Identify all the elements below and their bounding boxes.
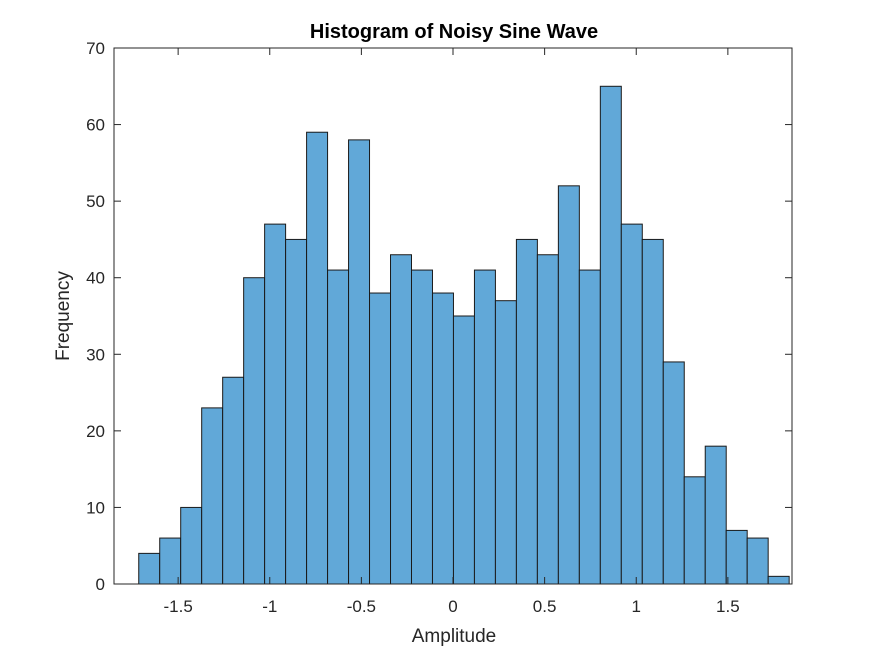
y-tick-label: 70 <box>86 39 105 58</box>
histogram-bar <box>390 254 412 585</box>
histogram-bar <box>599 85 622 585</box>
histogram-bar <box>306 131 329 585</box>
y-tick-label: 30 <box>86 345 105 364</box>
y-tick-label: 0 <box>96 575 105 594</box>
histogram-bar <box>536 254 559 585</box>
x-tick-label: 0.5 <box>533 597 557 616</box>
histogram-bar <box>767 575 790 585</box>
histogram-bar <box>578 269 601 585</box>
chart-title: Histogram of Noisy Sine Wave <box>310 21 598 43</box>
histogram-bar <box>704 445 727 585</box>
x-tick-label: 1 <box>632 597 641 616</box>
histogram-bar <box>683 476 706 585</box>
histogram-bar <box>452 315 475 585</box>
histogram-bar <box>159 537 182 585</box>
y-axis-ticks: 0 10 20 30 40 50 60 70 <box>86 39 792 594</box>
histogram-bar <box>264 223 287 585</box>
y-tick-label: 40 <box>86 269 105 288</box>
histogram-bar <box>138 552 161 585</box>
histogram-bar <box>746 537 769 585</box>
histogram-bar <box>620 223 643 585</box>
histogram-bar <box>327 269 350 585</box>
histogram-bar <box>662 361 685 585</box>
histogram-bar <box>515 238 538 585</box>
y-tick-label: 60 <box>86 116 105 135</box>
x-axis-label: Amplitude <box>412 626 497 647</box>
x-tick-label: -1.5 <box>163 597 192 616</box>
histogram-bar <box>494 300 517 585</box>
histogram-bar <box>369 292 392 585</box>
histogram-bar <box>473 269 496 585</box>
histogram-bar <box>641 238 664 585</box>
histogram-bar <box>285 238 308 585</box>
histogram-bar <box>243 277 266 585</box>
x-tick-label: 1.5 <box>716 597 740 616</box>
histogram-bar <box>431 292 454 585</box>
y-tick-label: 50 <box>86 192 105 211</box>
x-tick-label: -0.5 <box>347 597 376 616</box>
x-tick-label: 0 <box>448 597 457 616</box>
bars-group <box>138 85 790 585</box>
histogram-bar <box>180 506 203 585</box>
histogram-bar <box>348 139 371 585</box>
histogram-bar <box>222 376 245 585</box>
x-axis-ticks: -1.5 -1 -0.5 0 0.5 1 1.5 <box>163 48 740 616</box>
histogram-bar <box>557 185 580 585</box>
histogram-bar <box>725 529 748 585</box>
y-tick-label: 10 <box>86 498 105 517</box>
histogram-bar <box>201 407 224 585</box>
y-tick-label: 20 <box>86 422 105 441</box>
x-tick-label: -1 <box>262 597 277 616</box>
histogram-bar <box>410 269 433 585</box>
y-axis-label: Frequency <box>53 271 74 361</box>
